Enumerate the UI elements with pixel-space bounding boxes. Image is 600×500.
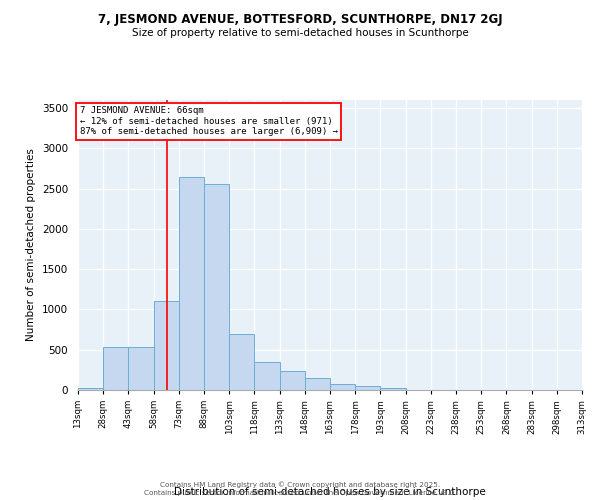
Text: Contains HM Land Registry data © Crown copyright and database right 2025.: Contains HM Land Registry data © Crown c…: [160, 481, 440, 488]
Bar: [355, 386, 380, 390]
Bar: [254, 362, 280, 390]
Text: 7 JESMOND AVENUE: 66sqm
← 12% of semi-detached houses are smaller (971)
87% of s: 7 JESMOND AVENUE: 66sqm ← 12% of semi-de…: [80, 106, 338, 136]
Bar: [330, 384, 355, 390]
Text: 7, JESMOND AVENUE, BOTTESFORD, SCUNTHORPE, DN17 2GJ: 7, JESMOND AVENUE, BOTTESFORD, SCUNTHORP…: [98, 12, 502, 26]
Text: Size of property relative to semi-detached houses in Scunthorpe: Size of property relative to semi-detach…: [131, 28, 469, 38]
Bar: [380, 388, 406, 390]
Bar: [305, 378, 330, 390]
Bar: [154, 302, 179, 390]
Text: Contains public sector information licensed under the Open Government Licence v3: Contains public sector information licen…: [144, 490, 456, 496]
Bar: [103, 346, 128, 390]
Bar: [128, 346, 154, 390]
X-axis label: Distribution of semi-detached houses by size in Scunthorpe: Distribution of semi-detached houses by …: [174, 486, 486, 496]
Bar: [280, 372, 305, 390]
Bar: [78, 388, 103, 390]
Bar: [179, 176, 204, 390]
Bar: [204, 184, 229, 390]
Bar: [229, 334, 254, 390]
Y-axis label: Number of semi-detached properties: Number of semi-detached properties: [26, 148, 37, 342]
